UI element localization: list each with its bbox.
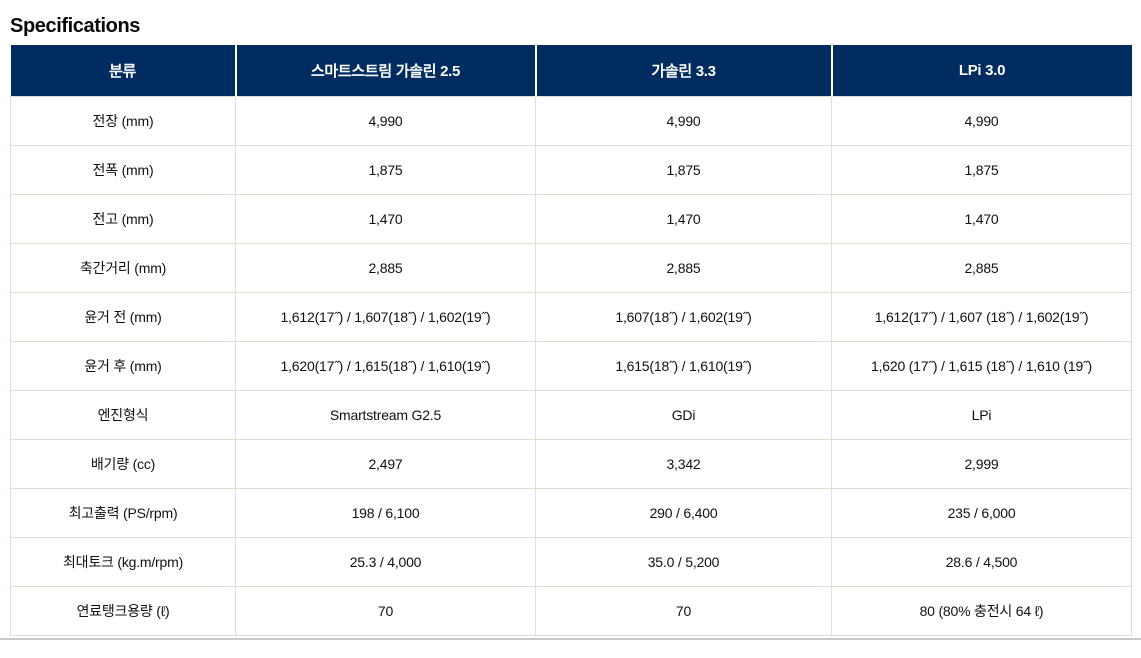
- spec-value-cell: 1,470: [535, 193, 832, 244]
- spec-value-cell: 2,999: [831, 438, 1132, 489]
- spec-value-cell: 2,497: [235, 438, 536, 489]
- spec-value-cell: 2,885: [535, 242, 832, 293]
- table-row: 윤거 후 (mm) 1,620(17˝) / 1,615(18˝) / 1,610…: [10, 340, 1132, 391]
- spec-value-cell: 4,990: [535, 95, 832, 146]
- spec-value-cell: 2,885: [235, 242, 536, 293]
- row-label: 최대토크 (kg.m/rpm): [10, 536, 236, 587]
- spec-value-cell: 1,875: [831, 144, 1132, 195]
- table-row: 엔진형식 Smartstream G2.5 GDi LPi: [10, 389, 1132, 440]
- spec-value-cell: 1,875: [235, 144, 536, 195]
- spec-value-cell: 2,885: [831, 242, 1132, 293]
- column-header-category: 분류: [10, 45, 237, 96]
- spec-value-cell: 198 / 6,100: [235, 487, 536, 538]
- row-label: 윤거 후 (mm): [10, 340, 236, 391]
- row-label: 윤거 전 (mm): [10, 291, 236, 342]
- column-header-engine-2: 가솔린 3.3: [535, 45, 833, 96]
- spec-value-cell: 235 / 6,000: [831, 487, 1132, 538]
- spec-table-container: 분류 스마트스트림 가솔린 2.5 가솔린 3.3 LPi 3.0 전장 (mm) 4,…: [10, 45, 1132, 636]
- spec-value-cell: 1,612(17˝) / 1,607(18˝) / 1,602(19˝): [235, 291, 536, 342]
- spec-value-cell: Smartstream G2.5: [235, 389, 536, 440]
- row-label: 축간거리 (mm): [10, 242, 236, 293]
- spec-value-cell: 1,470: [235, 193, 536, 244]
- row-label: 전고 (mm): [10, 193, 236, 244]
- table-bottom-rule: [0, 637, 1141, 640]
- spec-value-cell: 1,875: [535, 144, 832, 195]
- spec-value-cell: 35.0 / 5,200: [535, 536, 832, 587]
- spec-value-cell: 80 (80% 충전시 64 ℓ): [831, 585, 1132, 636]
- spec-value-cell: 3,342: [535, 438, 832, 489]
- row-label: 배기량 (cc): [10, 438, 236, 489]
- header-row: 분류 스마트스트림 가솔린 2.5 가솔린 3.3 LPi 3.0: [10, 45, 1132, 96]
- column-header-engine-1: 스마트스트림 가솔린 2.5: [235, 45, 537, 96]
- spec-value-cell: 1,620 (17˝) / 1,615 (18˝) / 1,610 (19˝): [831, 340, 1132, 391]
- spec-value-cell: 1,607(18˝) / 1,602(19˝): [535, 291, 832, 342]
- table-row: 전폭 (mm) 1,875 1,875 1,875: [10, 144, 1132, 195]
- spec-table-body: 전장 (mm) 4,990 4,990 4,990 전폭 (mm) 1,875 1,875 1…: [10, 95, 1132, 636]
- spec-value-cell: 1,612(17˝) / 1,607 (18˝) / 1,602(19˝): [831, 291, 1132, 342]
- spec-value-cell: 70: [235, 585, 536, 636]
- table-row: 연료탱크용량 (ℓ) 70 70 80 (80% 충전시 64 ℓ): [10, 585, 1132, 636]
- spec-value-cell: 4,990: [831, 95, 1132, 146]
- table-row: 전장 (mm) 4,990 4,990 4,990: [10, 95, 1132, 146]
- row-label: 최고출력 (PS/rpm): [10, 487, 236, 538]
- spec-value-cell: 1,470: [831, 193, 1132, 244]
- table-row: 윤거 전 (mm) 1,612(17˝) / 1,607(18˝) / 1,602…: [10, 291, 1132, 342]
- row-label: 전장 (mm): [10, 95, 236, 146]
- spec-value-cell: 28.6 / 4,500: [831, 536, 1132, 587]
- column-header-engine-3: LPi 3.0: [831, 45, 1132, 96]
- spec-table: 분류 스마트스트림 가솔린 2.5 가솔린 3.3 LPi 3.0 전장 (mm) 4,…: [10, 45, 1132, 636]
- spec-value-cell: 1,615(18˝) / 1,610(19˝): [535, 340, 832, 391]
- table-row: 전고 (mm) 1,470 1,470 1,470: [10, 193, 1132, 244]
- table-row: 최고출력 (PS/rpm) 198 / 6,100 290 / 6,400 235 /…: [10, 487, 1132, 538]
- table-row: 배기량 (cc) 2,497 3,342 2,999: [10, 438, 1132, 489]
- spec-value-cell: 70: [535, 585, 832, 636]
- page-title: Specifications: [10, 15, 140, 37]
- spec-value-cell: LPi: [831, 389, 1132, 440]
- spec-value-cell: GDi: [535, 389, 832, 440]
- spec-value-cell: 25.3 / 4,000: [235, 536, 536, 587]
- spec-value-cell: 4,990: [235, 95, 536, 146]
- row-label: 엔진형식: [10, 389, 236, 440]
- row-label: 전폭 (mm): [10, 144, 236, 195]
- row-label: 연료탱크용량 (ℓ): [10, 585, 236, 636]
- spec-table-header: 분류 스마트스트림 가솔린 2.5 가솔린 3.3 LPi 3.0: [10, 45, 1132, 96]
- table-row: 축간거리 (mm) 2,885 2,885 2,885: [10, 242, 1132, 293]
- spec-value-cell: 290 / 6,400: [535, 487, 832, 538]
- table-row: 최대토크 (kg.m/rpm) 25.3 / 4,000 35.0 / 5,200 2…: [10, 536, 1132, 587]
- spec-value-cell: 1,620(17˝) / 1,615(18˝) / 1,610(19˝): [235, 340, 536, 391]
